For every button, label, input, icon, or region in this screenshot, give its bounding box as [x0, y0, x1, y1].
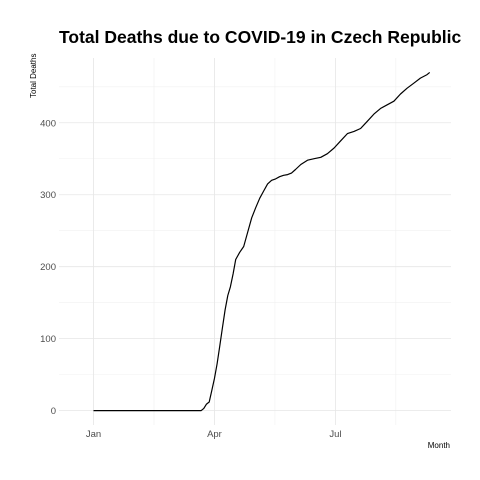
y-tick-label: 200: [40, 262, 56, 273]
y-tick-label: 400: [40, 118, 56, 129]
grid: [59, 58, 451, 425]
chart-title: Total Deaths due to COVID-19 in Czech Re…: [59, 27, 461, 47]
y-axis: 0 100 200 300 400: [40, 118, 56, 417]
y-axis-label: Total Deaths: [29, 54, 38, 98]
y-tick-label: 0: [51, 406, 56, 417]
y-tick-label: 100: [40, 334, 56, 345]
y-tick-label: 300: [40, 190, 56, 201]
x-axis: Jan Apr Jul: [86, 429, 342, 440]
x-tick-label: Jul: [329, 429, 341, 440]
x-tick-label: Apr: [207, 429, 222, 440]
x-tick-label: Jan: [86, 429, 101, 440]
x-axis-label: Month: [428, 441, 450, 450]
series-line: [93, 71, 431, 412]
